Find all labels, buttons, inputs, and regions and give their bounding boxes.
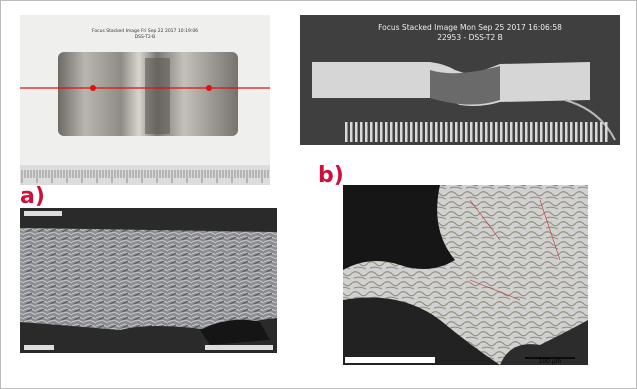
ruler-tick xyxy=(455,122,458,142)
panel-label: b) xyxy=(318,163,344,188)
ruler-tick xyxy=(420,122,423,142)
micrograph-b: 100 µm xyxy=(343,185,588,365)
photo-id: 22953 - DSS-T2 B xyxy=(437,33,503,42)
ruler-tick xyxy=(460,122,463,142)
ruler-tick xyxy=(595,122,598,142)
ruler-tick xyxy=(500,122,503,142)
ruler-tick xyxy=(370,122,373,142)
photo-caption: Focus Stacked Image Mon Sep 25 2017 16:0… xyxy=(378,23,562,32)
ruler-tick xyxy=(555,122,558,142)
ruler-tick xyxy=(560,122,563,142)
ruler-tick xyxy=(505,122,508,142)
ruler-tick xyxy=(495,122,498,142)
ruler-tick xyxy=(565,122,568,142)
ruler-tick xyxy=(485,122,488,142)
ruler-tick xyxy=(410,122,413,142)
photo-b: Focus Stacked Image Mon Sep 25 2017 16:0… xyxy=(300,15,620,145)
ruler-tick xyxy=(360,122,363,142)
photo-a: Focus Stacked Image Fri Sep 22 2017 10:1… xyxy=(20,15,270,185)
ruler-tick xyxy=(355,122,358,142)
ruler-tick xyxy=(470,122,473,142)
ruler-tick xyxy=(475,122,478,142)
ruler-tick xyxy=(525,122,528,142)
scale-bar-label: 100 µm xyxy=(538,358,561,365)
ruler-tick xyxy=(425,122,428,142)
ruler-tick xyxy=(530,122,533,142)
ruler-tick xyxy=(390,122,393,142)
micrograph-a xyxy=(20,208,277,353)
ruler-tick xyxy=(480,122,483,142)
ruler-tick xyxy=(580,122,583,142)
ruler-tick xyxy=(380,122,383,142)
ruler-tick xyxy=(545,122,548,142)
ruler-tick xyxy=(415,122,418,142)
ruler-tick xyxy=(385,122,388,142)
photo-id: DSS-T2-B xyxy=(135,34,156,40)
ruler-tick xyxy=(490,122,493,142)
ruler-tick xyxy=(520,122,523,142)
ruler-tick xyxy=(515,122,518,142)
ruler-tick xyxy=(365,122,368,142)
ruler-tick xyxy=(585,122,588,142)
ruler-tick xyxy=(550,122,553,142)
ruler-tick xyxy=(435,122,438,142)
ruler-tick xyxy=(535,122,538,142)
ruler-tick xyxy=(345,122,348,142)
ruler-tick xyxy=(445,122,448,142)
ruler-tick xyxy=(600,122,603,142)
ruler-tick xyxy=(465,122,468,142)
ruler-tick xyxy=(590,122,593,142)
ruler-tick xyxy=(375,122,378,142)
ruler-tick xyxy=(430,122,433,142)
ruler-tick xyxy=(575,122,578,142)
ruler-tick xyxy=(440,122,443,142)
ruler-tick xyxy=(405,122,408,142)
ruler-tick xyxy=(540,122,543,142)
photo-caption: Focus Stacked Image Fri Sep 22 2017 10:1… xyxy=(92,28,198,34)
ruler-tick xyxy=(605,122,608,142)
ruler-tick xyxy=(570,122,573,142)
ruler-tick xyxy=(395,122,398,142)
ruler-tick xyxy=(510,122,513,142)
ruler-tick xyxy=(450,122,453,142)
ruler-tick xyxy=(400,122,403,142)
ruler-tick xyxy=(350,122,353,142)
panel-label: a) xyxy=(20,184,45,209)
